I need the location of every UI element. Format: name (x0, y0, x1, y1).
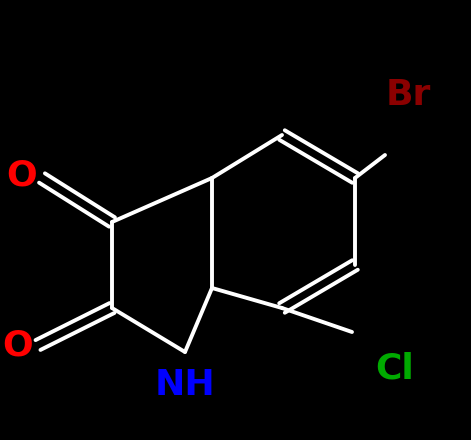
Text: O: O (7, 158, 37, 192)
Text: NH: NH (154, 368, 215, 402)
Text: O: O (3, 328, 33, 362)
Text: Cl: Cl (376, 351, 414, 385)
Text: Br: Br (385, 78, 430, 112)
